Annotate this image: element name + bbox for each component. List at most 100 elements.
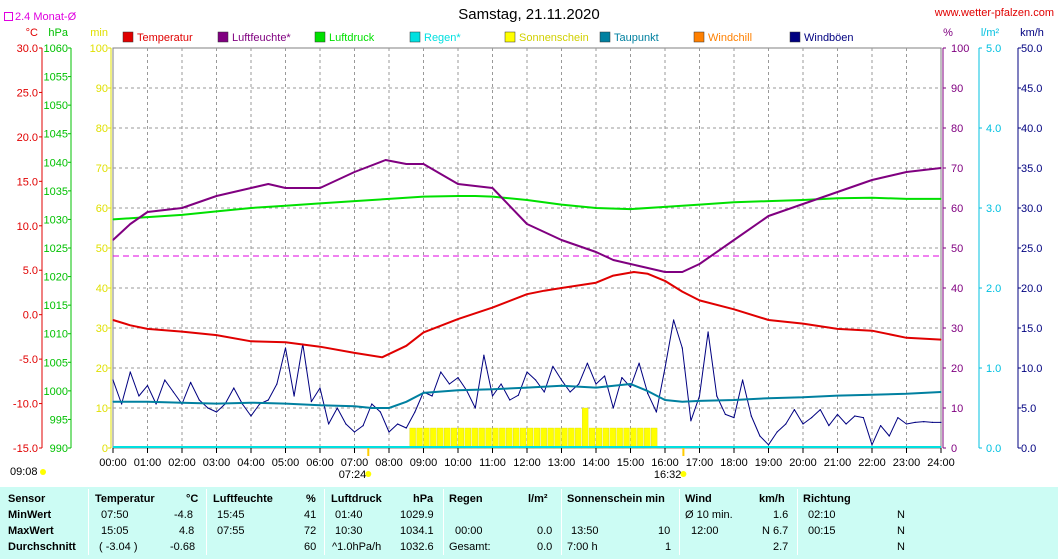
temperature-axis-tick-label: 15.0 [17, 176, 38, 188]
sunshine-bar [533, 427, 540, 449]
windgust-line-point [621, 377, 623, 379]
windgust-line-point [328, 423, 330, 425]
x-tick-label: 10:00 [444, 457, 472, 469]
humidity-line-point [146, 211, 149, 213]
pressure-axis-tick-label: 1000 [44, 386, 68, 398]
legend-label: Taupunkt [614, 32, 659, 44]
x-tick-label: 11:00 [479, 457, 506, 469]
humidity-line-point [767, 215, 770, 217]
humidity-line-point [664, 271, 666, 273]
windgust-line-point [517, 394, 519, 396]
sunshine-bar [609, 427, 616, 449]
dewpoint-line-point [595, 386, 597, 389]
windgust-line-point [897, 417, 899, 419]
sunshine-axis-tick-label: 80 [96, 123, 108, 135]
humidity-line-point [698, 263, 701, 265]
sunshine-bar [623, 427, 630, 449]
summary-header-dir: Richtung [803, 493, 851, 505]
sunshine-axis-tick-label: 50 [96, 243, 108, 255]
temperature-axis-tick-label: -15.0 [13, 443, 38, 455]
dewpoint-line-point [405, 401, 407, 403]
windgust-line-point [871, 444, 873, 446]
temperature-line-point [647, 273, 649, 275]
humidity-axis-tick-label: 0 [951, 443, 957, 455]
summary-rain-value: 0.0 [537, 541, 553, 553]
temperature-line-point [543, 290, 545, 292]
pressure-line-point [491, 195, 494, 198]
rain-average-icon [4, 12, 13, 21]
wind-axis-tick-label: 20.0 [1021, 283, 1042, 295]
windgust-line-point [802, 423, 804, 425]
dewpoint-line-point [871, 394, 873, 396]
windgust-line-point [190, 381, 192, 383]
pressure-line-point [284, 205, 287, 207]
temperature-axis-tick-label: -5.0 [19, 354, 38, 366]
legend-swatch [217, 31, 229, 43]
windgust-line-point [681, 347, 683, 349]
x-tick-label: 04:00 [237, 457, 265, 469]
humidity-axis-tick-label: 50 [951, 243, 963, 255]
sunshine-bar [457, 427, 465, 449]
pressure-axis-tick-label: 1020 [44, 272, 68, 284]
windgust-line-point [164, 379, 166, 381]
temperature-line-point [681, 290, 683, 293]
chart-axes [39, 47, 1021, 453]
humidity-axis-tick-label: 10 [951, 403, 963, 415]
pressure-line-point [802, 199, 804, 201]
summary-sun-time: 7:00 h [567, 541, 598, 553]
temperature-axis-tick-label: 0.0 [23, 310, 38, 322]
x-tick-label: 21:00 [824, 457, 852, 469]
humidity-line-point [267, 183, 269, 185]
temperature-line-point [112, 319, 114, 321]
summary-sun-value: 1 [665, 541, 672, 553]
humidity-line-point [215, 195, 218, 197]
sunshine-axis-tick-label: 0 [102, 443, 108, 455]
sunrise-label: 07:24 [339, 469, 367, 481]
temperature-line-point [698, 299, 701, 302]
sunshine-bar [464, 427, 471, 449]
windgust-line-point [862, 417, 864, 419]
summary-header-temp-unit: °C [186, 493, 199, 505]
humidity-axis-unit: % [943, 27, 953, 39]
windgust-line-point [569, 391, 571, 393]
humidity-line-point [384, 159, 387, 161]
windgust-line-point [673, 319, 675, 321]
summary-temp-time: ( -3.04 ) [99, 541, 138, 553]
x-tick-label: 00:00 [99, 457, 127, 469]
rain-axis-tick-label: 1.0 [986, 363, 1001, 375]
pressure-line-point [698, 203, 701, 206]
temperature-line-point [181, 330, 183, 333]
windgust-line-point [638, 362, 640, 364]
chart-marks [112, 31, 942, 477]
x-tick-label: 03:00 [203, 457, 231, 469]
summary-hum-value: 60 [304, 541, 317, 553]
sunshine-axis-tick-label: 100 [90, 43, 108, 55]
windgust-line-point [905, 423, 908, 425]
x-tick-label: 18:00 [720, 457, 748, 469]
wind-axis-tick-label: 10.0 [1021, 363, 1042, 375]
legend-swatch [693, 31, 705, 43]
temperature-line-point [633, 271, 635, 273]
humidity-line-point [129, 223, 131, 225]
humidity-line-point [733, 239, 735, 241]
dewpoint-line-point [905, 393, 908, 395]
temperature-line-point [381, 356, 383, 358]
sunshine-bar [554, 427, 561, 449]
temperature-line-point [129, 324, 131, 326]
x-tick-label: 13:00 [548, 457, 576, 469]
windgust-line-point [931, 421, 933, 423]
windgust-line-point [560, 379, 563, 381]
windgust-line-point [940, 421, 942, 423]
x-tick-label: 20:00 [789, 457, 817, 469]
windgust-line-point [595, 383, 597, 385]
windgust-line-point [121, 403, 123, 405]
humidity-line-point [422, 163, 425, 165]
sunset-icon [680, 471, 687, 477]
legend-swatch [599, 31, 611, 43]
temperature-axis-tick-label: 5.0 [23, 265, 38, 277]
summary-header-rain-unit: l/m² [528, 493, 548, 505]
site-link[interactable]: www.wetter-pfalzen.com [934, 7, 1054, 19]
x-tick-label: 01:00 [134, 457, 162, 469]
summary-sun-time: 13:50 [571, 525, 599, 537]
sunset-label: 16:32 [654, 469, 682, 481]
